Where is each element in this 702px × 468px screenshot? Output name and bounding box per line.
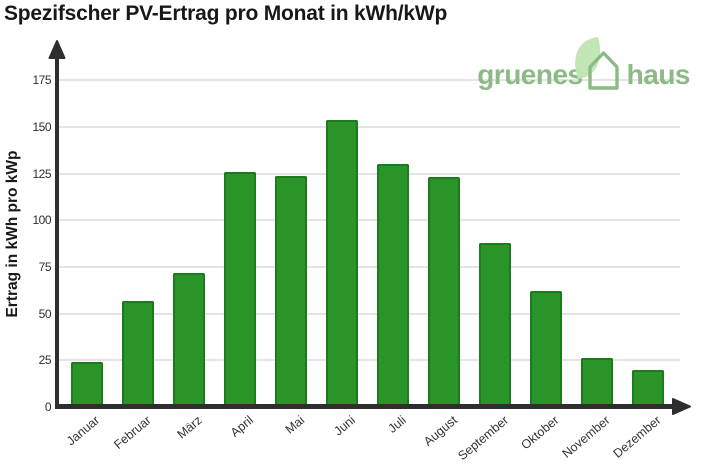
- gridline-25: [59, 359, 680, 362]
- bar-juni: [325, 119, 358, 407]
- bar-april: [223, 171, 256, 407]
- chart-title: Spezifscher PV-Ertrag pro Monat in kWh/k…: [4, 2, 448, 25]
- y-tick-label-175: 175: [32, 73, 51, 88]
- bar-oktober: [529, 291, 562, 407]
- x-axis-arrow: [672, 398, 691, 415]
- gridline-50: [59, 312, 680, 315]
- y-tick-label-50: 50: [38, 306, 52, 321]
- y-tick-label-0: 0: [44, 400, 52, 414]
- gridline-75: [59, 265, 680, 268]
- y-tick-label-125: 125: [32, 166, 51, 181]
- bar-februar: [121, 300, 154, 407]
- y-tick-label-25: 25: [38, 353, 52, 368]
- bar-september: [478, 242, 511, 407]
- logo-word-haus: haus: [626, 59, 691, 90]
- y-tick-label-75: 75: [38, 259, 52, 274]
- bar-august: [427, 177, 460, 407]
- bar-juli: [376, 164, 409, 407]
- y-tick-label-100: 100: [32, 213, 51, 228]
- gridline-125: [59, 172, 680, 175]
- leaf-house-icon: [574, 37, 619, 90]
- y-tick-label-150: 150: [32, 119, 51, 134]
- gruenes-haus-logo: gruenes haus: [477, 36, 691, 90]
- bar-märz: [172, 272, 205, 407]
- gridline-175: [59, 79, 680, 82]
- gridline-100: [59, 219, 680, 222]
- gridline-150: [59, 125, 680, 128]
- y-axis-arrow: [48, 40, 66, 59]
- bar-januar: [70, 362, 103, 407]
- bar-november: [580, 358, 613, 407]
- bar-mai: [274, 175, 307, 407]
- bar-dezember: [631, 369, 664, 407]
- logo-word-gruenes: gruenes: [477, 59, 583, 90]
